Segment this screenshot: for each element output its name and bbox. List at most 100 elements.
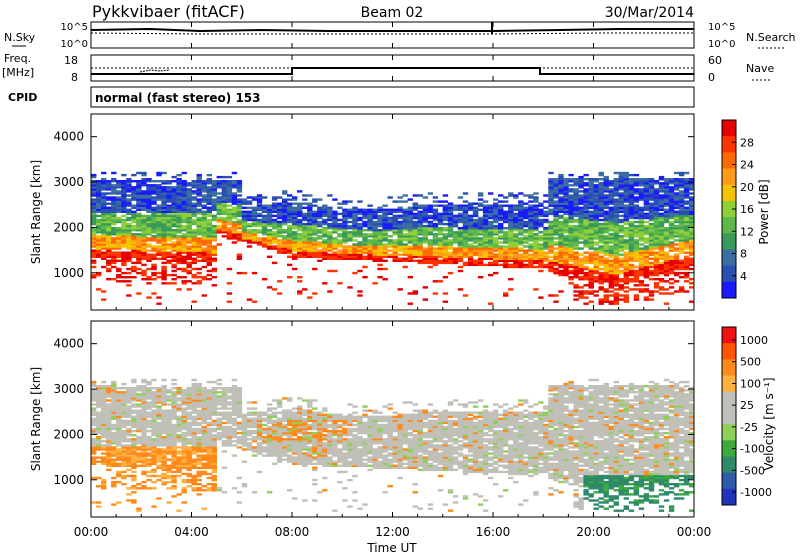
power-cell — [683, 224, 690, 228]
power-cell — [648, 231, 655, 234]
power-cell — [593, 251, 599, 254]
power-cell — [297, 247, 303, 250]
velocity-cell — [146, 395, 152, 398]
power-cell — [488, 212, 494, 216]
power-cell — [578, 269, 584, 273]
power-cell — [161, 257, 167, 260]
power-cell — [362, 208, 368, 211]
velocity-cell — [116, 431, 122, 435]
power-cell — [643, 229, 650, 232]
velocity-cell — [126, 450, 132, 453]
power-cell — [658, 288, 665, 291]
velocity-cell — [141, 423, 147, 427]
power-cell — [121, 206, 127, 209]
power-cell — [362, 241, 368, 244]
power-cell — [256, 204, 263, 207]
power-cell — [166, 233, 172, 236]
power-cell — [101, 178, 107, 181]
power-cell — [327, 239, 333, 242]
power-cell — [578, 292, 584, 295]
power-cell — [206, 182, 212, 185]
power-cell — [528, 257, 534, 260]
power-cell — [136, 202, 142, 205]
power-cell — [131, 192, 137, 195]
power-cell — [613, 280, 619, 283]
nsearch-label: N.Search — [746, 31, 796, 44]
power-cell — [276, 280, 283, 283]
velocity-cell — [116, 415, 122, 418]
power-cell — [201, 220, 207, 224]
power-cell — [678, 173, 685, 177]
power-cell — [211, 249, 217, 252]
power-cell — [181, 184, 187, 187]
velocity-cell — [146, 460, 152, 463]
power-cell — [683, 235, 690, 238]
power-cell — [653, 194, 660, 197]
power-cell — [111, 259, 117, 262]
power-cell — [302, 253, 308, 256]
power-cell — [623, 267, 629, 271]
power-cell — [126, 284, 132, 287]
power-cell — [101, 233, 107, 236]
velocity-cell — [151, 480, 157, 484]
power-cell — [146, 180, 152, 183]
power-cell — [533, 249, 539, 252]
power-cell — [689, 212, 694, 216]
power-cell — [608, 237, 614, 240]
power-cell — [101, 180, 107, 183]
power-cell — [121, 204, 127, 207]
power-cell — [136, 216, 142, 220]
power-cell — [276, 231, 283, 234]
velocity-cell — [131, 397, 137, 400]
power-cell — [673, 206, 680, 209]
power-cell — [282, 237, 288, 240]
power-cell — [452, 216, 459, 220]
power-cell — [211, 194, 217, 197]
velocity-cell — [141, 480, 147, 484]
power-cell — [447, 241, 454, 244]
power-cell — [668, 208, 675, 211]
power-cell — [673, 273, 680, 277]
power-cell — [628, 259, 635, 262]
power-cell — [136, 271, 142, 275]
power-cell — [181, 196, 187, 199]
power-cell — [678, 192, 685, 195]
power-cell — [206, 251, 212, 254]
power-cell — [633, 227, 640, 230]
power-cell — [578, 276, 584, 279]
power-cell — [322, 253, 328, 256]
power-cell — [668, 267, 675, 271]
power-cell — [221, 198, 228, 201]
velocity-cell — [131, 452, 137, 455]
power-cell — [422, 218, 428, 222]
power-cell — [111, 243, 117, 246]
power-cell — [467, 208, 474, 211]
power-cell — [518, 261, 524, 265]
power-cell — [658, 245, 665, 248]
power-cell — [678, 202, 685, 205]
power-cell — [191, 257, 197, 260]
velocity-cell — [161, 438, 167, 441]
power-cell — [136, 227, 142, 230]
power-cell — [116, 182, 122, 185]
power-cell — [186, 235, 192, 238]
power-cell — [673, 171, 680, 175]
power-cell — [608, 247, 614, 250]
power-cell — [538, 212, 544, 216]
velocity-cell — [166, 438, 172, 441]
velocity-cell — [121, 444, 127, 447]
power-cell — [618, 175, 624, 179]
power-cell — [432, 218, 439, 222]
power-cell — [166, 239, 172, 242]
power-cell — [452, 208, 459, 211]
power-cell — [171, 235, 177, 238]
velocity-cell — [96, 389, 102, 392]
power-cell — [658, 263, 665, 267]
power-cell — [166, 212, 172, 216]
power-cell — [196, 204, 202, 207]
power-cell — [548, 198, 554, 201]
power-cell — [694, 211, 699, 213]
power-cell — [141, 202, 147, 205]
power-colorbar-swatch — [722, 200, 736, 218]
velocity-cell — [141, 472, 147, 476]
